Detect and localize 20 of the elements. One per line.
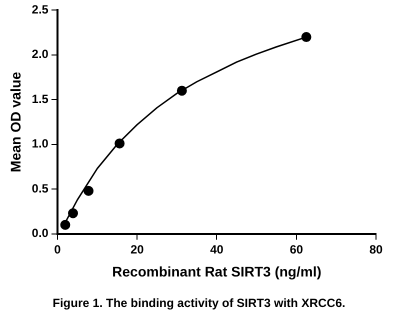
- x-tick-label: 60: [290, 242, 304, 256]
- x-tick-label: 0: [54, 242, 62, 256]
- x-tick-label: 40: [210, 242, 224, 256]
- x-axis-title: Recombinant Rat SIRT3 (ng/ml): [112, 263, 322, 280]
- y-axis-title: Mean OD value: [7, 72, 24, 172]
- y-tick-label: 0.5: [32, 181, 49, 196]
- y-tick-label: 0.0: [32, 226, 49, 240]
- point: [176, 86, 187, 96]
- y-tick-label: 1.5: [32, 92, 49, 106]
- point: [84, 186, 94, 196]
- point: [68, 208, 78, 218]
- point: [301, 32, 312, 42]
- x-tick-label: 80: [369, 242, 383, 256]
- caption: Figure 1. The binding activity of SIRT3 with XRCC6.: [52, 296, 346, 310]
- point: [114, 138, 125, 148]
- x-tick-label: 20: [130, 242, 144, 256]
- y-tick-label: 1.0: [32, 136, 49, 151]
- y-tick-label: 2.0: [32, 47, 49, 62]
- point: [60, 220, 70, 230]
- y-tick-label: 2.5: [32, 2, 49, 17]
